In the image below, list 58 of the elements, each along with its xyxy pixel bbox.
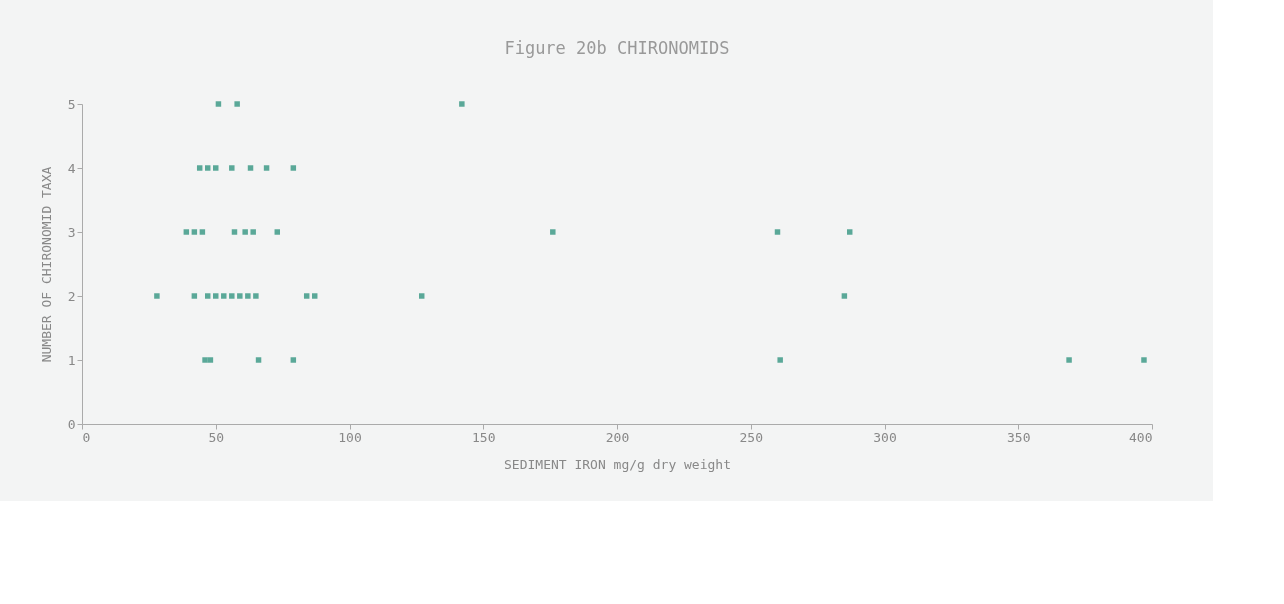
point bbox=[245, 293, 251, 299]
point bbox=[290, 165, 297, 171]
x-tick-label: 0 bbox=[82, 429, 91, 445]
point bbox=[191, 229, 198, 235]
point bbox=[255, 357, 262, 363]
point bbox=[459, 101, 465, 107]
point bbox=[204, 293, 211, 299]
x-tick-label: 300 bbox=[873, 429, 897, 445]
point bbox=[1141, 357, 1147, 363]
chart-title: Figure 20b CHIRONOMIDS bbox=[504, 38, 730, 58]
y-tick-label: 0 bbox=[67, 416, 76, 432]
point bbox=[213, 293, 219, 299]
point bbox=[311, 293, 318, 299]
x-tick-label: 400 bbox=[1129, 429, 1153, 445]
point bbox=[191, 293, 198, 299]
point bbox=[229, 165, 235, 171]
point bbox=[263, 165, 270, 171]
point bbox=[418, 293, 425, 299]
point bbox=[213, 165, 219, 171]
point bbox=[207, 357, 214, 363]
x-tick-label: 200 bbox=[605, 429, 630, 445]
y-axis-title: NUMBER OF CHIRONOMID TAXA bbox=[38, 166, 54, 363]
x-tick-label: 350 bbox=[1007, 429, 1031, 445]
y-tick-label: 3 bbox=[67, 224, 76, 240]
point bbox=[154, 293, 160, 299]
point bbox=[242, 229, 248, 235]
point bbox=[290, 357, 297, 363]
x-tick-label: 100 bbox=[338, 429, 362, 445]
point bbox=[777, 357, 783, 363]
point bbox=[215, 101, 222, 107]
y-tick-label: 4 bbox=[67, 160, 76, 176]
point bbox=[550, 229, 556, 235]
point bbox=[1066, 357, 1072, 363]
point bbox=[231, 229, 238, 235]
point bbox=[183, 229, 190, 235]
point bbox=[274, 229, 281, 235]
point bbox=[237, 293, 243, 299]
point bbox=[303, 293, 310, 299]
point bbox=[221, 293, 227, 299]
point bbox=[196, 165, 203, 171]
point bbox=[250, 229, 256, 235]
x-tick-label: 150 bbox=[472, 429, 496, 445]
point bbox=[234, 101, 240, 107]
y-tick-label: 5 bbox=[67, 96, 76, 112]
x-tick-label: 250 bbox=[739, 429, 763, 445]
point bbox=[202, 357, 208, 363]
point bbox=[846, 229, 853, 235]
point bbox=[841, 293, 848, 299]
point bbox=[247, 165, 254, 171]
point bbox=[253, 293, 259, 299]
point bbox=[199, 229, 206, 235]
point bbox=[774, 229, 781, 235]
point bbox=[204, 165, 211, 171]
point bbox=[229, 293, 235, 299]
x-axis-title: SEDIMENT IRON mg/g dry weight bbox=[504, 456, 731, 472]
x-tick-label: 50 bbox=[208, 429, 225, 445]
y-tick-label: 1 bbox=[67, 352, 76, 368]
y-tick-label: 2 bbox=[67, 288, 76, 304]
